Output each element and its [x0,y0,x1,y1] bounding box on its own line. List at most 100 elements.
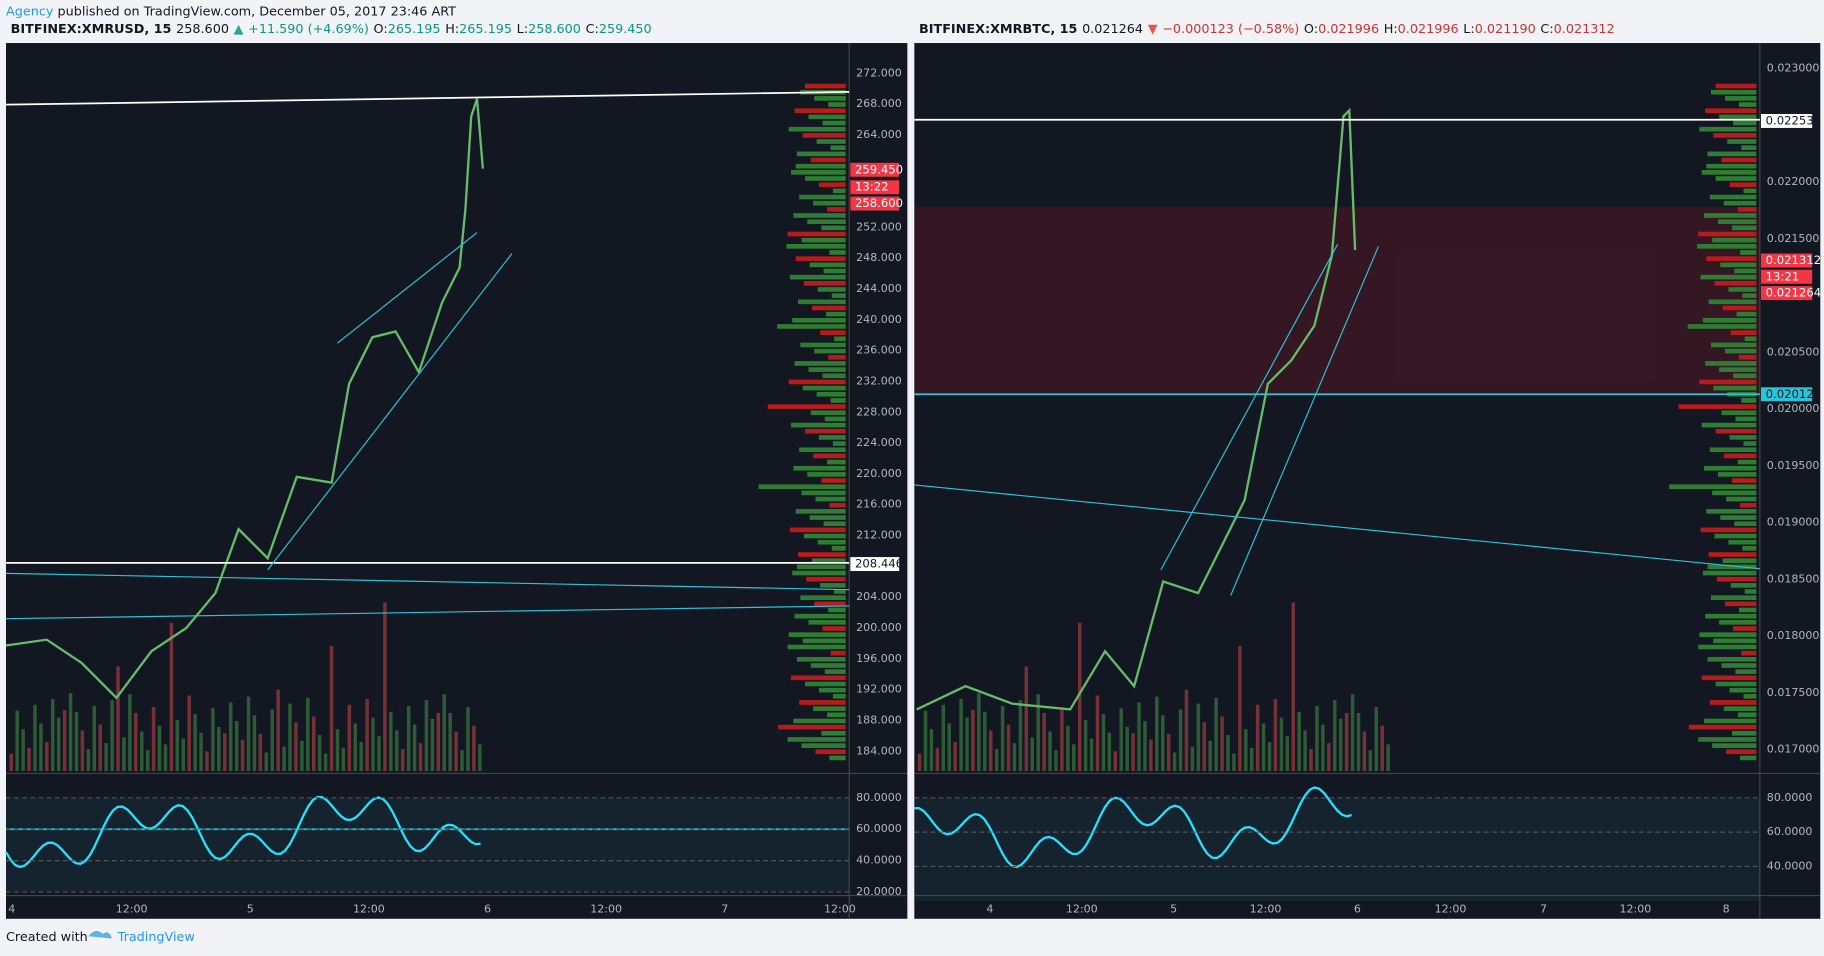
price-tick: 188.000 [856,713,902,726]
chart-panel [914,43,1821,919]
volume-profile [1742,293,1757,298]
volume-bar [466,707,470,772]
volume-profile [1699,632,1757,637]
volume-profile [831,293,846,298]
volume-profile [827,459,846,465]
volume-profile [794,108,846,114]
volume-profile [1743,188,1757,194]
volume-bar [223,733,227,772]
volume-bar [1048,731,1052,772]
volume-profile [1714,280,1757,286]
volume-profile [1709,700,1757,705]
volume-profile [1735,416,1757,422]
volume-bar [341,747,346,772]
volume-profile [795,163,846,169]
author[interactable]: Agency [6,4,54,19]
price-label: 0.020122 [1766,387,1821,401]
price-label: 0.021264 [1766,286,1821,300]
volume-profile [1721,663,1757,668]
volume-profile [823,268,846,274]
volume-bar [217,726,221,772]
volume-bar [9,753,13,772]
volume-profile [815,496,846,502]
volume-profile [814,348,846,354]
volume-bar [51,698,55,772]
price-label: 0.021312 [1766,253,1821,267]
direction-icon: ▲ [234,22,244,37]
volume-profile [799,194,846,200]
volume-bar [27,747,31,772]
volume-profile [803,533,846,539]
volume-bar [1356,712,1361,772]
volume-profile [808,367,846,372]
volume-bar [122,737,126,772]
volume-bar [400,748,405,772]
volume-profile [1698,231,1757,237]
volume-profile [801,237,846,243]
volume-profile [794,361,846,366]
volume-profile [1707,151,1757,157]
volume-profile [799,700,846,705]
volume-bar [472,725,476,772]
ohlc-label: O: [1304,22,1318,37]
volume-profile [796,656,846,662]
volume-bar [240,739,245,772]
volume-profile [1715,681,1757,687]
volume-profile [806,576,846,582]
volume-profile [1714,533,1757,539]
volume-profile [1729,435,1757,440]
volume-profile [825,311,846,317]
volume-bar [288,703,292,772]
volume-profile [1700,527,1757,533]
volume-bar [205,751,209,772]
volume-profile [1708,299,1757,305]
volume-bar [68,693,73,772]
volume-profile [830,650,846,656]
price-tick: 0.020500 [1767,345,1820,358]
volume-profile [1733,626,1757,631]
time-tick: 6 [1354,902,1361,915]
price-tick: 0.023000 [1767,62,1820,75]
volume-profile [1704,213,1757,218]
volume-profile [829,502,846,508]
volume-profile [1713,385,1757,391]
volume-profile [815,749,846,755]
volume-bar [187,695,191,772]
volume-profile [796,564,846,570]
volume-bar [1315,705,1319,772]
volume-bar [994,748,999,772]
volume-bar [389,711,393,772]
time-tick: 12:00 [116,902,148,915]
volume-profile [1721,410,1757,416]
volume-profile [1712,743,1757,748]
volume-bar [1083,719,1088,772]
volume-bar [1220,716,1224,772]
volume-bar [157,725,162,772]
volume-profile [801,743,846,748]
volume-profile [1733,373,1757,379]
direction-icon: ▼ [1148,22,1158,37]
volume-bar [971,710,975,772]
volume-profile [1678,404,1757,409]
volume-bar [211,708,215,772]
volume-bar [947,723,951,772]
footer-brand[interactable]: TradingView [117,930,195,945]
volume-bar [1303,730,1307,772]
time-tick: 4 [986,902,993,915]
volume-profile [827,207,846,212]
price-label-bg [850,196,900,211]
volume-bar [941,704,946,772]
volume-bar [252,715,257,772]
volume-bar [116,666,120,772]
volume-bar [1368,750,1373,772]
volume-profile [1701,675,1757,681]
volume-profile [1737,207,1757,212]
volume-bar [74,711,79,772]
price-label-bg [1761,286,1813,301]
volume-profile [1709,447,1757,453]
price-tick: 224.000 [856,436,902,449]
volume-bar [1101,714,1106,772]
volume-bar [1036,694,1040,772]
volume-bar [1184,689,1189,772]
